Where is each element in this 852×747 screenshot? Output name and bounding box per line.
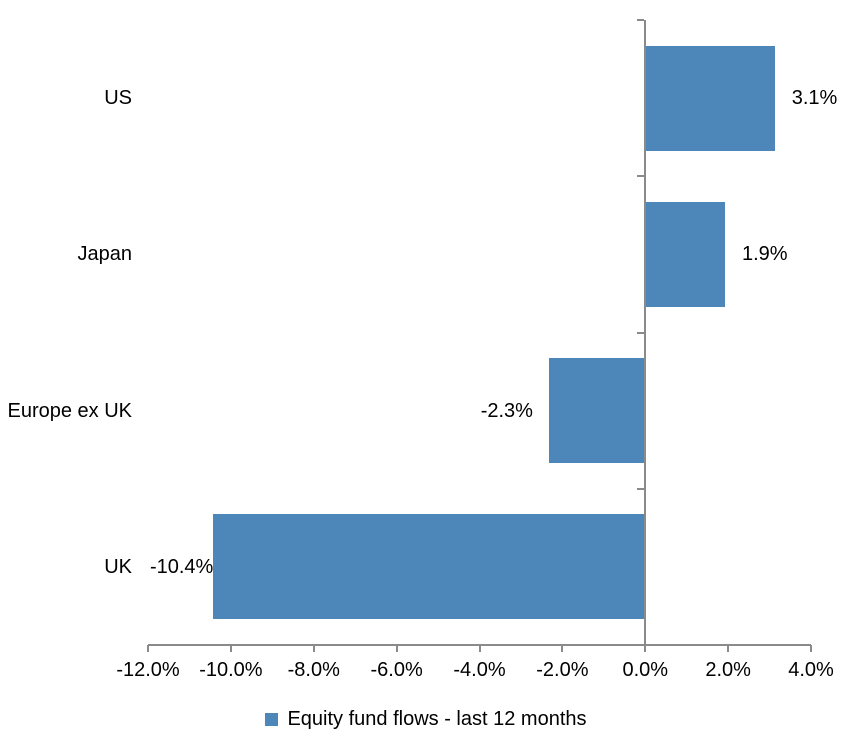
legend-series-marker-icon (265, 712, 279, 726)
x-axis-tick-label: -4.0% (453, 659, 506, 681)
x-axis-tick (727, 645, 730, 652)
x-axis-tick-label: -6.0% (370, 659, 423, 681)
y-axis-tick (637, 488, 645, 490)
x-axis-tick-label: 4.0% (788, 659, 834, 681)
value-label: 1.9% (741, 243, 788, 266)
x-axis-tick (810, 645, 812, 652)
category-label: US (104, 87, 132, 110)
category-label: Japan (77, 243, 133, 266)
x-axis-tick-label: -8.0% (287, 659, 340, 681)
x-axis-tick-label: -12.0% (116, 659, 180, 681)
bar-japan (646, 201, 725, 307)
legend-label: Equity fund flows - last 12 months (287, 708, 587, 730)
y-axis-tick (637, 175, 645, 177)
x-axis-tick-label: -2.0% (536, 659, 589, 681)
bar-uk (213, 514, 645, 620)
bar-europe-ex-uk (548, 358, 645, 464)
value-label: -2.3% (480, 399, 533, 422)
x-axis-tick (395, 645, 398, 652)
y-axis-tick (637, 332, 645, 334)
x-axis-tick (561, 645, 564, 652)
category-label: Europe ex UK (7, 399, 132, 422)
x-axis-tick (147, 645, 149, 652)
legend: Equity fund flows - last 12 months (0, 706, 852, 732)
x-axis-tick (644, 645, 647, 652)
y-axis-line (644, 20, 647, 645)
x-axis-tick-label: 2.0% (705, 659, 751, 681)
x-axis-tick-label: 0.0% (622, 659, 669, 681)
y-axis-tick (637, 644, 645, 646)
x-axis-tick (229, 645, 232, 652)
x-axis-tick (312, 645, 315, 652)
x-axis-tick-label: -10.0% (199, 659, 263, 681)
value-label: 3.1% (791, 87, 838, 110)
bar-us (646, 45, 775, 151)
y-axis-tick (637, 19, 645, 21)
category-label: UK (104, 555, 132, 578)
value-label: -10.4% (149, 555, 214, 578)
x-axis-tick (478, 645, 481, 652)
